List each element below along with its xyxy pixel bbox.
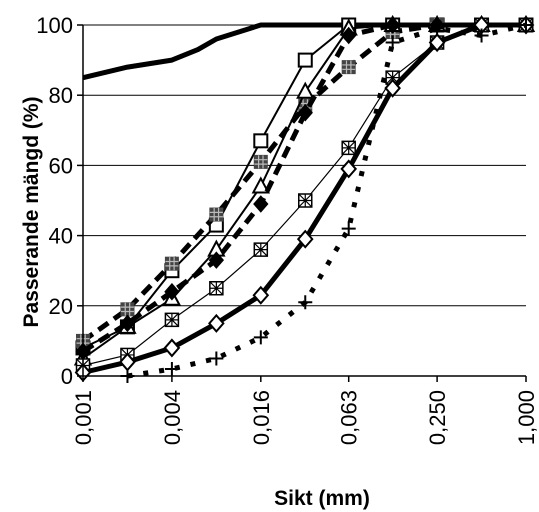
x-tick-label: 0,001	[71, 390, 96, 445]
y-tick-label: 80	[49, 83, 73, 108]
data-point	[164, 361, 179, 376]
series-6	[75, 17, 534, 373]
data-point	[428, 33, 446, 53]
data-point	[296, 81, 315, 99]
y-tick-label: 60	[49, 153, 73, 178]
data-point	[253, 330, 268, 345]
x-tick-label: 0,016	[249, 390, 274, 445]
x-tick-label: 0,004	[160, 390, 185, 445]
data-point	[120, 302, 135, 317]
data-point	[341, 140, 356, 156]
data-point	[519, 18, 533, 32]
data-point	[384, 16, 401, 34]
data-point	[341, 60, 356, 75]
data-point	[298, 295, 313, 310]
data-point	[208, 313, 225, 333]
series-line	[127, 22, 527, 379]
data-point	[253, 242, 269, 257]
series-line	[81, 22, 526, 343]
data-point	[385, 35, 400, 50]
y-tick-label: 40	[49, 224, 73, 249]
data-point	[341, 26, 357, 45]
data-point	[474, 28, 489, 43]
series-layer	[73, 14, 536, 383]
data-point	[384, 78, 401, 98]
data-point	[297, 103, 313, 122]
data-point	[253, 154, 268, 169]
series-7	[74, 15, 535, 383]
data-point	[296, 229, 314, 249]
data-point	[164, 256, 179, 271]
x-tick-label: 1,000	[514, 390, 539, 445]
data-point	[209, 351, 224, 366]
data-point	[164, 283, 180, 301]
data-point	[119, 314, 136, 333]
y-tick-label: 20	[49, 294, 73, 319]
data-point	[209, 281, 224, 296]
data-point	[253, 195, 269, 213]
y-tick-label: 100	[36, 13, 73, 38]
y-tick-label: 0	[61, 364, 73, 389]
data-point	[208, 251, 225, 269]
data-point	[209, 207, 224, 222]
axes	[77, 24, 527, 382]
data-point	[163, 338, 181, 358]
data-point	[297, 52, 313, 68]
x-tick-label: 0,063	[337, 390, 362, 445]
data-point	[253, 133, 269, 149]
data-point	[430, 21, 445, 36]
x-axis-title: Sikt (mm)	[274, 487, 370, 510]
data-point	[341, 221, 356, 236]
y-axis-title: Passerande mängd (%)	[20, 96, 43, 327]
series-4	[73, 14, 536, 366]
data-point	[340, 159, 358, 179]
data-point	[298, 193, 313, 208]
data-point	[252, 285, 270, 305]
tick-labels: 0 20 40 60 80 100 0,001 0,004 0,016 0,063 0,250 1,0…	[36, 13, 539, 445]
x-tick-label: 0,250	[425, 390, 450, 445]
data-point	[164, 312, 180, 328]
data-point	[251, 176, 270, 194]
